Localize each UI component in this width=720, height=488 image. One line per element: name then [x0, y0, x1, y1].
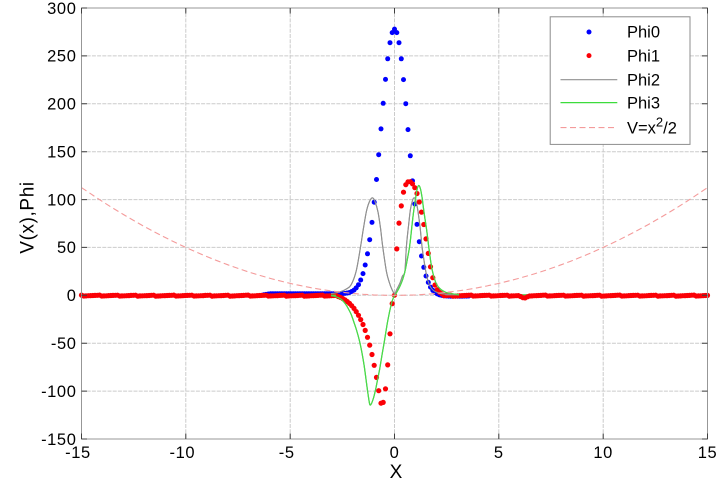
svg-text:-5: -5	[279, 444, 295, 462]
svg-text:Phi2: Phi2	[627, 71, 660, 89]
svg-text:V(x),Phi: V(x),Phi	[18, 181, 39, 253]
svg-text:50: 50	[57, 239, 77, 257]
svg-text:-150: -150	[41, 431, 76, 449]
svg-text:Phi3: Phi3	[627, 94, 660, 112]
svg-text:V=x2/2: V=x2/2	[627, 114, 677, 137]
svg-text:X: X	[390, 462, 403, 483]
svg-text:5: 5	[494, 444, 504, 462]
svg-text:Phi0: Phi0	[627, 24, 660, 42]
svg-text:-100: -100	[41, 383, 76, 401]
svg-text:150: 150	[47, 144, 76, 162]
svg-text:-15: -15	[65, 444, 91, 462]
svg-text:100: 100	[47, 191, 76, 209]
svg-text:300: 300	[47, 0, 76, 18]
svg-text:-10: -10	[169, 444, 195, 462]
svg-text:250: 250	[47, 48, 76, 66]
svg-text:-50: -50	[51, 335, 77, 353]
svg-text:0: 0	[67, 287, 77, 305]
svg-text:10: 10	[593, 444, 613, 462]
svg-text:200: 200	[47, 96, 76, 114]
svg-text:0: 0	[390, 444, 400, 462]
svg-text:Phi1: Phi1	[627, 47, 660, 65]
svg-text:15: 15	[698, 444, 718, 462]
